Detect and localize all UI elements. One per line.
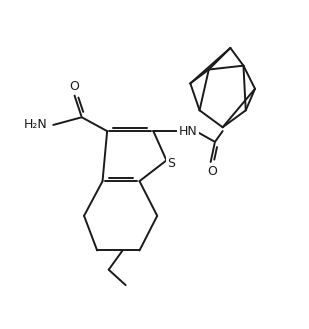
Text: S: S	[167, 157, 175, 170]
Text: H₂N: H₂N	[23, 118, 47, 132]
Text: O: O	[69, 80, 79, 93]
Text: HN: HN	[179, 125, 197, 138]
Text: O: O	[207, 164, 217, 178]
